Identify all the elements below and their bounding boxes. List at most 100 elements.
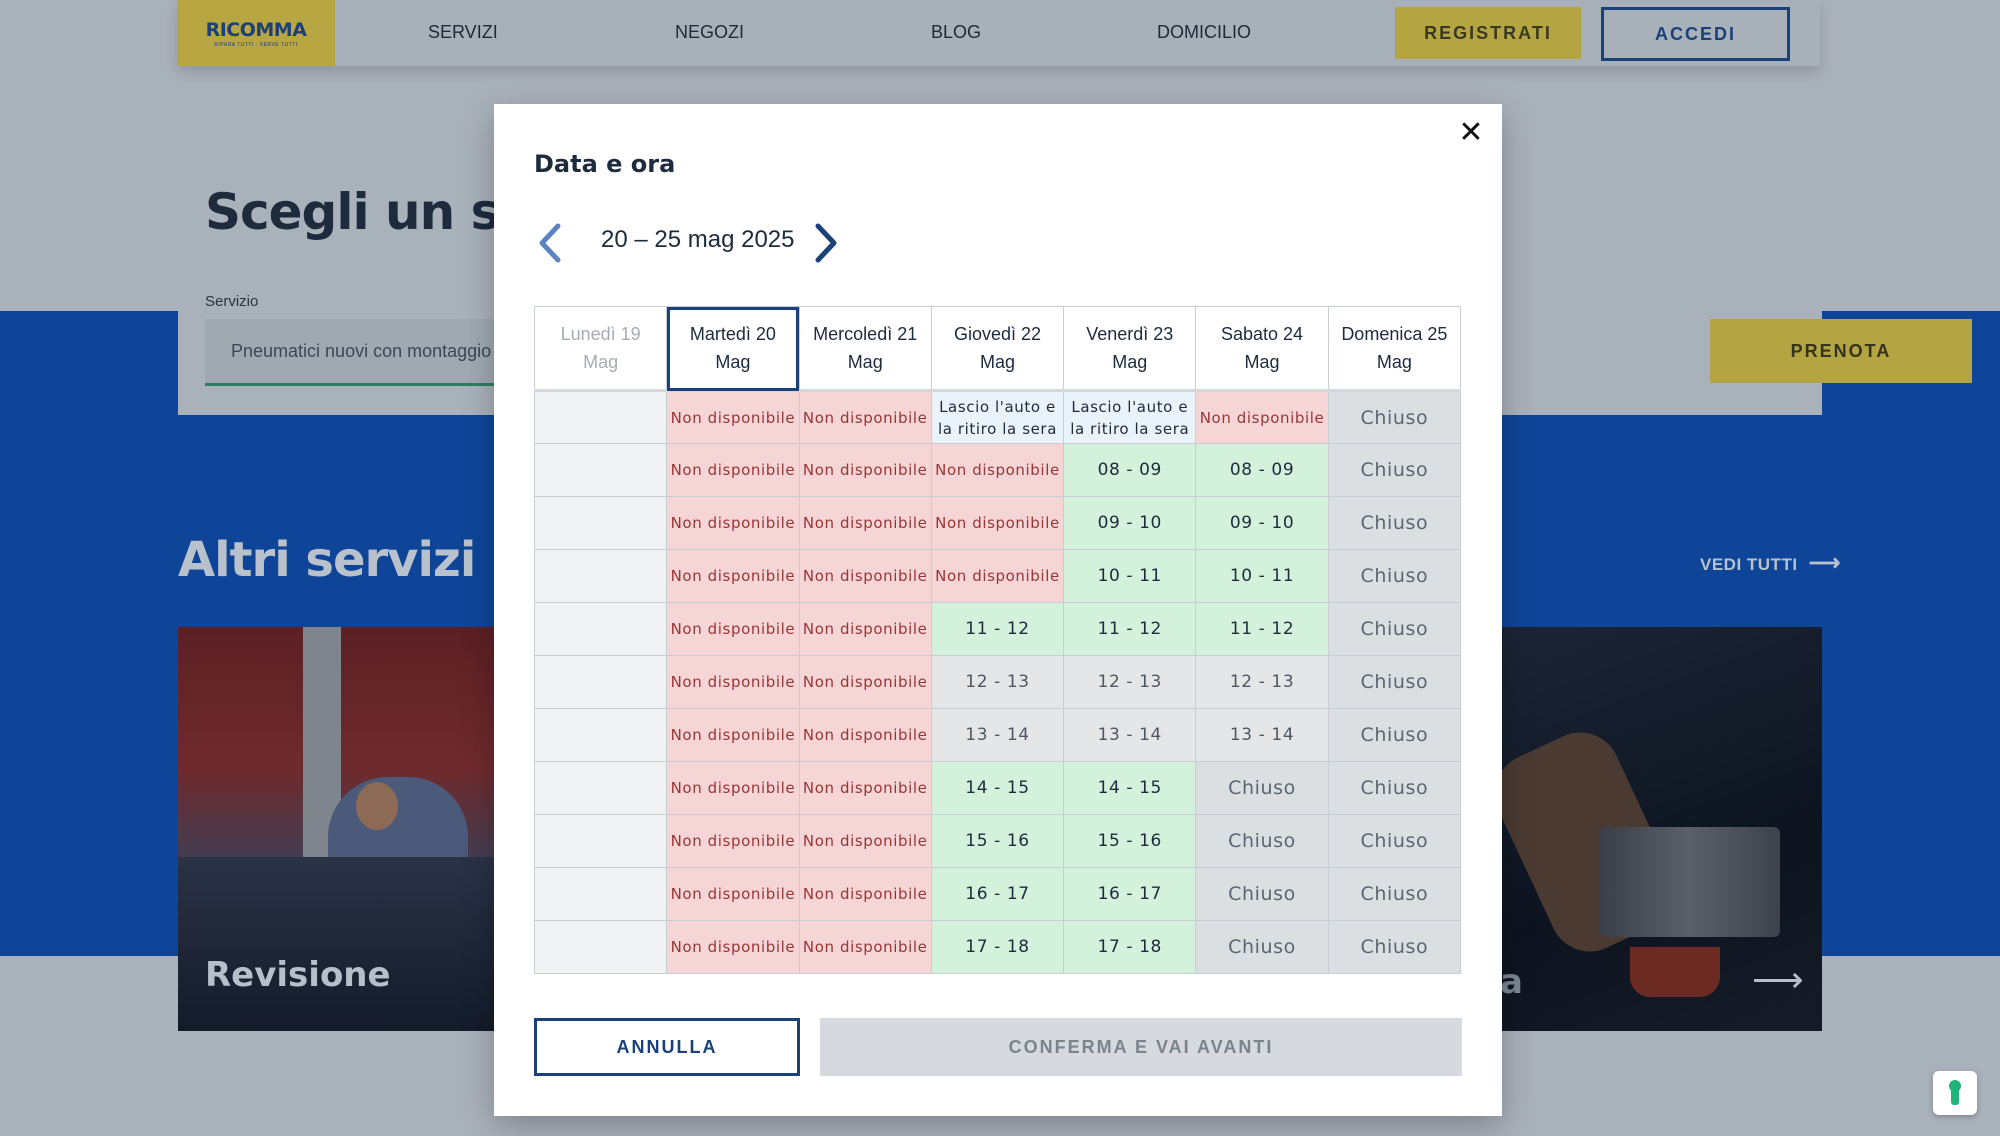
slot-unavailable-gray: 12 - 13 — [1195, 655, 1329, 709]
slot-available[interactable]: 16 - 17 — [930, 867, 1065, 921]
slot-unavailable-gray: 13 - 14 — [1195, 708, 1329, 762]
slot-unavailable-gray: 12 - 13 — [930, 655, 1065, 709]
day-header-1[interactable]: Martedì 20 Mag — [666, 306, 800, 391]
slot-unavailable-gray: 13 - 14 — [930, 708, 1065, 762]
slot-unavailable: Non disponibile — [798, 761, 932, 815]
slot-closed: Chiuso — [1327, 920, 1462, 974]
slot-empty — [533, 443, 668, 497]
day-name: Lunedì 19 — [560, 324, 641, 344]
slot-unavailable: Non disponibile — [798, 867, 932, 921]
slot-available[interactable]: 10 - 11 — [1195, 549, 1329, 603]
nav-servizi[interactable]: SERVIZI — [428, 22, 498, 42]
mechanic-head — [356, 782, 398, 830]
slot-available[interactable]: 09 - 10 — [1063, 496, 1197, 550]
keyhole-icon — [1949, 1080, 1961, 1105]
date-time-modal: ✕ Data e ora 20 – 25 mag 2025 Lunedì 19 M… — [494, 104, 1502, 1116]
slot-row: Non disponibile Non disponibile 15 - 16 15 … — [533, 814, 1462, 868]
slot-row: Non disponibile Non disponibile Non dispon… — [533, 443, 1462, 497]
day-header-row: Lunedì 19 Mag Martedì 20 Mag Mercoledì 21 Mag… — [533, 306, 1462, 391]
register-button[interactable]: REGISTRATI — [1395, 7, 1581, 59]
slot-empty — [533, 708, 668, 762]
day-month: Mag — [847, 352, 883, 372]
slot-unavailable: Non disponibile — [798, 602, 932, 656]
slot-available[interactable]: 11 - 12 — [1195, 602, 1329, 656]
slot-closed: Chiuso — [1327, 602, 1462, 656]
slot-available[interactable]: 11 - 12 — [930, 602, 1065, 656]
slot-unavailable: Non disponibile — [666, 655, 800, 709]
privacy-lock-badge[interactable] — [1933, 1071, 1977, 1115]
day-month: Mag — [1244, 352, 1280, 372]
cancel-button[interactable]: ANNULLA — [534, 1018, 800, 1076]
slot-unavailable: Non disponibile — [930, 549, 1065, 603]
close-icon[interactable]: ✕ — [1458, 116, 1484, 149]
arrow-right-icon: ⟶ — [1808, 550, 1841, 575]
card-title: Revisione — [205, 955, 391, 995]
oil-bottles — [1600, 827, 1780, 937]
slot-available[interactable]: 08 - 09 — [1063, 443, 1197, 497]
slot-available[interactable]: 14 - 15 — [1063, 761, 1197, 815]
slot-unavailable: Non disponibile — [666, 814, 800, 868]
slot-closed: Chiuso — [1195, 920, 1329, 974]
arrow-right-icon[interactable]: ⟶ — [1752, 959, 1804, 1000]
slot-drop-off-option[interactable]: Lascio l'auto e la ritiro la sera — [930, 389, 1065, 444]
slot-available[interactable]: 17 - 18 — [930, 920, 1065, 974]
service-card-revisione[interactable]: Revisione — [178, 627, 498, 1031]
slot-drop-off-option[interactable]: Lascio l'auto e la ritiro la sera — [1063, 389, 1197, 444]
slot-available[interactable]: 16 - 17 — [1063, 867, 1197, 921]
slot-closed: Chiuso — [1195, 867, 1329, 921]
nav-negozi[interactable]: NEGOZI — [675, 22, 745, 42]
slot-row: Non disponibile Non disponibile Lascio l'a… — [533, 389, 1462, 444]
service-card-oil[interactable]: a ⟶ — [1481, 627, 1822, 1031]
login-button[interactable]: ACCEDI — [1601, 7, 1790, 61]
book-button[interactable]: PRENOTA — [1710, 319, 1972, 383]
slot-row: Non disponibile Non disponibile Non dispon… — [533, 549, 1462, 603]
top-navbar: RICOMMA RIPARA TUTTI · SERVE TUTTI SERVI… — [177, 0, 1820, 66]
slot-closed: Chiuso — [1327, 389, 1462, 444]
slot-available[interactable]: 09 - 10 — [1195, 496, 1329, 550]
day-month: Mag — [1376, 352, 1412, 372]
confirm-button[interactable]: CONFERMA E VAI AVANTI — [820, 1018, 1462, 1076]
slot-available[interactable]: 08 - 09 — [1195, 443, 1329, 497]
slot-closed: Chiuso — [1195, 761, 1329, 815]
chevron-left-icon[interactable] — [536, 220, 564, 266]
day-header-3[interactable]: Giovedì 22 Mag — [930, 306, 1065, 391]
slot-row: Non disponibile Non disponibile 14 - 15 14 … — [533, 761, 1462, 815]
slot-closed: Chiuso — [1327, 814, 1462, 868]
nav-blog[interactable]: BLOG — [931, 22, 982, 42]
slot-available[interactable]: 10 - 11 — [1063, 549, 1197, 603]
slot-available[interactable]: 15 - 16 — [1063, 814, 1197, 868]
chevron-right-icon[interactable] — [812, 220, 840, 266]
slot-unavailable: Non disponibile — [798, 655, 932, 709]
slot-unavailable: Non disponibile — [930, 443, 1065, 497]
service-label: Servizio — [205, 293, 259, 310]
slot-unavailable: Non disponibile — [798, 708, 932, 762]
slot-unavailable: Non disponibile — [666, 708, 800, 762]
card-title-fragment: a — [1500, 962, 1523, 1002]
slot-unavailable: Non disponibile — [666, 602, 800, 656]
slot-unavailable: Non disponibile — [666, 920, 800, 974]
day-name: Venerdì 23 — [1086, 324, 1174, 344]
day-header-6[interactable]: Domenica 25 Mag — [1327, 306, 1462, 391]
nav-domicilio[interactable]: DOMICILIO — [1157, 22, 1252, 42]
slot-available[interactable]: 17 - 18 — [1063, 920, 1197, 974]
slot-unavailable: Non disponibile — [666, 761, 800, 815]
day-header-5[interactable]: Sabato 24 Mag — [1195, 306, 1329, 391]
day-month: Mag — [583, 352, 619, 372]
day-header-2[interactable]: Mercoledì 21 Mag — [798, 306, 932, 391]
slot-empty — [533, 814, 668, 868]
slot-unavailable: Non disponibile — [798, 496, 932, 550]
slot-empty — [533, 920, 668, 974]
slot-closed: Chiuso — [1195, 814, 1329, 868]
slot-available[interactable]: 15 - 16 — [930, 814, 1065, 868]
slot-available[interactable]: 14 - 15 — [930, 761, 1065, 815]
day-header-4[interactable]: Venerdì 23 Mag — [1063, 306, 1197, 391]
time-slot-grid: Lunedì 19 Mag Martedì 20 Mag Mercoledì 21 Mag… — [533, 306, 1462, 974]
day-month: Mag — [979, 352, 1015, 372]
logo[interactable]: RICOMMA RIPARA TUTTI · SERVE TUTTI — [177, 0, 335, 66]
slot-empty — [533, 867, 668, 921]
see-all-link[interactable]: VEDI TUTTI ⟶ — [1700, 550, 1841, 576]
slot-row: Non disponibile Non disponibile Non dispon… — [533, 496, 1462, 550]
slot-available[interactable]: 11 - 12 — [1063, 602, 1197, 656]
slot-empty — [533, 761, 668, 815]
logo-text: RICOMMA — [205, 18, 307, 41]
